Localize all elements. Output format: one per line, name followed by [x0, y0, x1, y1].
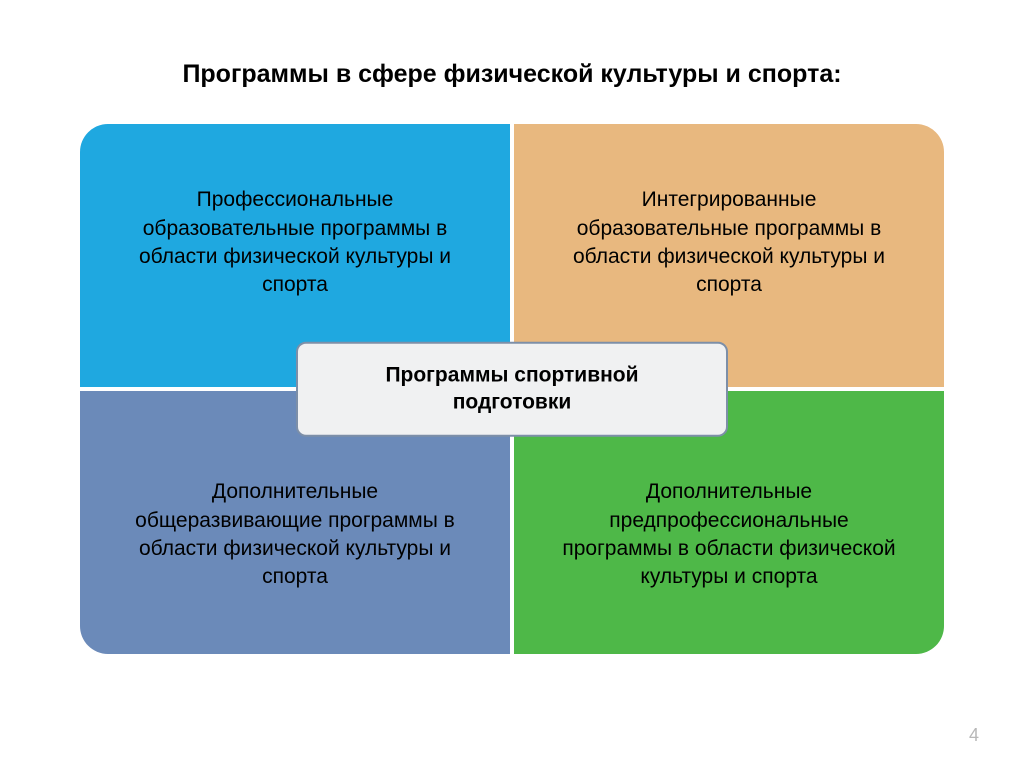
page-title: Программы в сфере физической культуры и …	[80, 60, 944, 89]
quadrant-top-right-text: Интегрированные образовательные программ…	[554, 186, 904, 324]
quadrant-bottom-left-text: Дополнительные общеразвивающие программы…	[120, 453, 470, 591]
center-box: Программы спортивной подготовки	[296, 342, 728, 437]
quadrant-bottom-right-text: Дополнительные предпрофессиональные прог…	[554, 453, 904, 591]
page-number: 4	[969, 725, 979, 746]
center-text: Программы спортивной подготовки	[353, 362, 671, 417]
quadrant-top-left-text: Профессиональные образовательные програм…	[120, 186, 470, 324]
quadrant-grid: Профессиональные образовательные програм…	[80, 124, 944, 654]
